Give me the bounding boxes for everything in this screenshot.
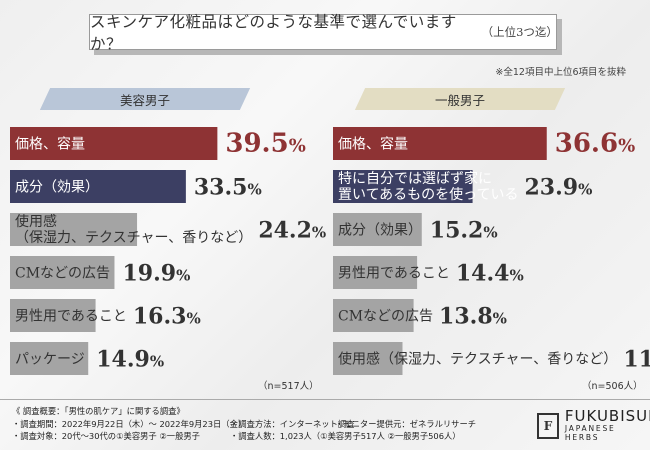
survey-target: ・調査対象：20代～30代の①美容男子 ②一般男子	[12, 431, 200, 441]
n-label-left: （n=517人）	[258, 381, 319, 392]
logo-sub: JAPANESE HERBS	[564, 424, 616, 442]
right-value-label-0: 36.6%	[555, 129, 635, 159]
right-value-label-3: 14.4%	[456, 261, 524, 287]
left-bar-5	[10, 342, 89, 375]
survey-provider: ・モニター提供元：ゼネラルリサーチ	[335, 418, 477, 429]
group-header-left: 美容男子	[39, 88, 251, 110]
right-category-label-3: 男性用であること	[338, 266, 450, 282]
footer-divider	[0, 399, 650, 400]
left-value-label-0: 39.5%	[225, 129, 305, 159]
left-bar-0	[10, 127, 218, 160]
right-category-label-1: 特に自分では選ばず家に置いてあるものを使っている	[338, 170, 518, 203]
left-bar-3	[10, 256, 115, 289]
left-bar-2	[10, 213, 138, 246]
fukubisui-logo: F FUKUBISUI JAPANESE HERBS	[537, 409, 650, 442]
right-value-label-1: 23.9%	[524, 175, 592, 201]
bar-charts: 価格、容量 39.5% 成分（効果） 33.5% 使用感（保湿力、テクスチャー、香りなど…	[10, 127, 650, 375]
left-bar-1	[10, 170, 186, 203]
logo-mark-icon: F	[537, 412, 559, 439]
survey-period: ・調査期間：2022年9月22日（木）～ 2022年9月23日（金）	[12, 418, 247, 429]
left-value-label-5: 14.9%	[96, 347, 164, 373]
right-bar-4	[333, 299, 414, 332]
right-category-label-4: CMなどの広告	[338, 309, 433, 325]
group-title-left: 美容男子	[119, 92, 170, 108]
footnote: ※全12項目中上位6項目を抜粋	[495, 67, 626, 78]
survey-summary: 《 調査概要：「男性の肌ケア」に関する調査》 ・調査期間：2022年9月22日（…	[12, 405, 476, 443]
survey-method: ・調査方法：インターネット調査	[230, 418, 355, 429]
left-category-label-4: 男性用であること	[15, 309, 127, 325]
n-label-right: （n=506人）	[582, 381, 643, 392]
left-bar-4	[10, 299, 96, 332]
chart-title: スキンケア化粧品はどのような基準で選んでいますか？	[90, 13, 457, 53]
right-category-label-5: 使用感（保湿力、テクスチャー、香りなど）	[338, 351, 617, 368]
left-value-label-1: 33.5%	[194, 175, 262, 201]
left-value-label-2: 24.2%	[258, 218, 326, 244]
left-value-label-3: 19.9%	[122, 261, 190, 287]
right-value-label-2: 15.2%	[430, 218, 498, 244]
logo-name: FUKUBISUI	[564, 407, 650, 425]
survey-heading: 《 調査概要：「男性の肌ケア」に関する調査》	[12, 406, 185, 416]
left-value-label-4: 16.3%	[133, 304, 201, 330]
survey-count: ・調査人数：1,023人（①美容男子517人 ②一般男子506人）	[230, 431, 461, 441]
right-value-label-4: 13.8%	[439, 304, 507, 330]
right-bar-0	[333, 127, 547, 160]
right-category-label-2: 成分（効果）	[338, 223, 422, 239]
right-bar-5	[333, 342, 403, 375]
right-bar-2	[333, 213, 422, 246]
right-bar-1	[333, 170, 473, 203]
title-box: スキンケア化粧品はどのような基準で選んでいますか？ （上位3つ迄）	[89, 13, 558, 53]
group-header-right: 一般男子	[354, 88, 566, 110]
group-title-right: 一般男子	[434, 92, 485, 108]
right-category-label-0: 価格、容量	[338, 136, 408, 153]
right-value-label-5: 11.9%	[623, 347, 650, 373]
left-category-label-3: CMなどの広告	[15, 266, 110, 282]
left-category-label-5: パッケージ	[15, 352, 85, 368]
left-category-label-0: 価格、容量	[15, 136, 85, 153]
chart-subtitle: （上位3つ迄）	[481, 25, 558, 39]
right-bar-3	[333, 256, 418, 289]
left-category-label-2: 使用感（保湿力、テクスチャー、香りなど）	[15, 213, 252, 246]
left-category-label-1: 成分（効果）	[15, 180, 99, 196]
